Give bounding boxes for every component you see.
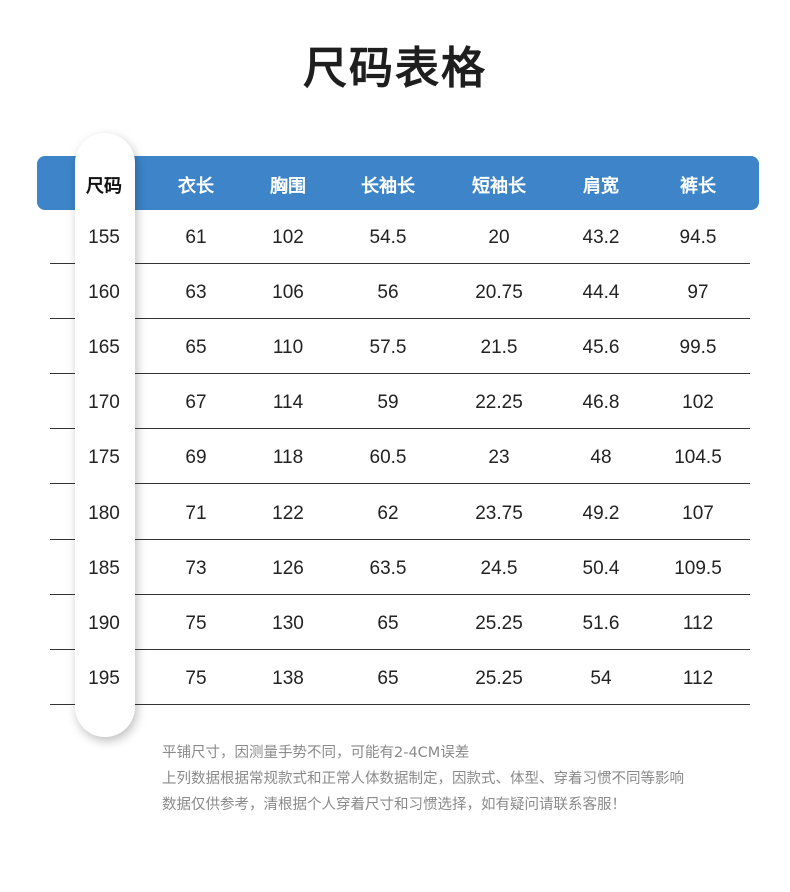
row-divider — [50, 593, 750, 595]
table-cell: 94.5 — [679, 227, 717, 248]
size-cell: 190 — [88, 612, 120, 634]
column-header: 短袖长 — [472, 176, 526, 197]
table-cell: 109.5 — [674, 557, 722, 579]
column-header: 尺码 — [86, 176, 122, 197]
size-cell: 170 — [88, 392, 120, 414]
table-cell: 24.5 — [480, 557, 518, 579]
table-cell: 106 — [272, 282, 304, 304]
table-cell: 56 — [377, 282, 399, 304]
column-header: 裤长 — [680, 176, 716, 197]
table-cell: 23.75 — [475, 502, 523, 524]
row-divider — [50, 428, 750, 430]
table-cell: 49.2 — [582, 502, 620, 524]
table-cell: 69 — [185, 447, 207, 469]
table-cell: 63 — [185, 282, 207, 304]
size-column-highlight — [75, 133, 135, 737]
table-cell: 54.5 — [369, 227, 407, 248]
row-divider — [50, 263, 750, 264]
table-cell: 25.25 — [475, 612, 523, 634]
column-header: 胸围 — [270, 176, 306, 197]
table-cell: 102 — [682, 392, 714, 414]
table-cell: 20 — [488, 227, 510, 248]
table-cell: 62 — [377, 502, 399, 524]
row-divider — [50, 483, 750, 485]
table-cell: 112 — [682, 667, 714, 689]
row-divider — [50, 648, 750, 650]
table-cell: 21.5 — [480, 337, 518, 359]
table-cell: 45.6 — [582, 337, 620, 359]
table-cell: 65 — [377, 612, 399, 634]
table-cell: 67 — [185, 392, 207, 414]
table-cell: 99.5 — [679, 337, 717, 359]
table-cell: 114 — [272, 392, 304, 414]
table-cell: 59 — [377, 392, 399, 414]
table-cell: 46.8 — [582, 392, 620, 414]
table-cell: 97 — [687, 282, 709, 304]
table-cell: 75 — [185, 612, 207, 634]
column-header: 长袖长 — [361, 176, 415, 197]
table-cell: 104.5 — [674, 447, 722, 469]
note-line: 上列数据根据常规款式和正常人体数据制定，因款式、体型、穿着习惯不同等影响 — [162, 771, 684, 787]
table-cell: 73 — [185, 557, 207, 579]
table-cell: 122 — [272, 502, 304, 524]
row-divider — [50, 703, 750, 705]
size-cell: 155 — [88, 227, 120, 248]
table-cell: 51.6 — [582, 612, 620, 634]
table-cell: 130 — [272, 612, 304, 634]
table-cell: 107 — [682, 502, 714, 524]
table-cell: 138 — [272, 667, 304, 689]
table-cell: 44.4 — [582, 282, 620, 304]
size-cell: 195 — [88, 667, 120, 689]
table-cell: 126 — [272, 557, 304, 579]
note-line: 平铺尺寸，因测量手势不同，可能有2-4CM误差 — [162, 745, 470, 761]
size-cell: 185 — [88, 557, 120, 579]
column-header: 肩宽 — [583, 176, 619, 197]
table-cell: 65 — [377, 667, 399, 689]
table-cell: 63.5 — [369, 557, 407, 579]
table-cell: 75 — [185, 667, 207, 689]
page-title: 尺码表格 — [303, 43, 487, 94]
column-header: 衣长 — [178, 176, 214, 197]
table-cell: 112 — [682, 612, 714, 634]
table-cell: 22.25 — [475, 392, 523, 414]
table-cell: 57.5 — [369, 337, 407, 359]
table-cell: 54 — [590, 667, 612, 689]
table-cell: 50.4 — [582, 557, 620, 579]
table-cell: 43.2 — [582, 227, 620, 248]
row-divider — [50, 318, 750, 320]
table-cell: 61 — [185, 227, 207, 248]
table-cell: 102 — [272, 227, 304, 248]
table-cell: 23 — [488, 447, 510, 469]
table-header-bar — [37, 156, 759, 210]
notes: 平铺尺寸，因测量手势不同，可能有2-4CM误差 上列数据根据常规款式和正常人体数… — [162, 740, 684, 818]
row-divider — [50, 538, 750, 540]
table-cell: 110 — [272, 337, 304, 359]
size-cell: 180 — [88, 502, 120, 524]
table-cell: 65 — [185, 337, 207, 359]
note-line: 数据仅供参考，清根据个人穿着尺寸和习惯选择，如有疑问请联系客服！ — [162, 797, 626, 813]
table-cell: 48 — [590, 447, 612, 469]
size-cell: 175 — [88, 447, 120, 469]
table-cell: 20.75 — [475, 282, 523, 304]
table-cell: 71 — [185, 502, 207, 524]
table-cell: 25.25 — [475, 667, 523, 689]
size-cell: 165 — [88, 337, 120, 359]
table-cell: 60.5 — [369, 447, 407, 469]
table-cell: 118 — [272, 447, 304, 469]
row-divider — [50, 373, 750, 375]
size-cell: 160 — [88, 282, 120, 304]
